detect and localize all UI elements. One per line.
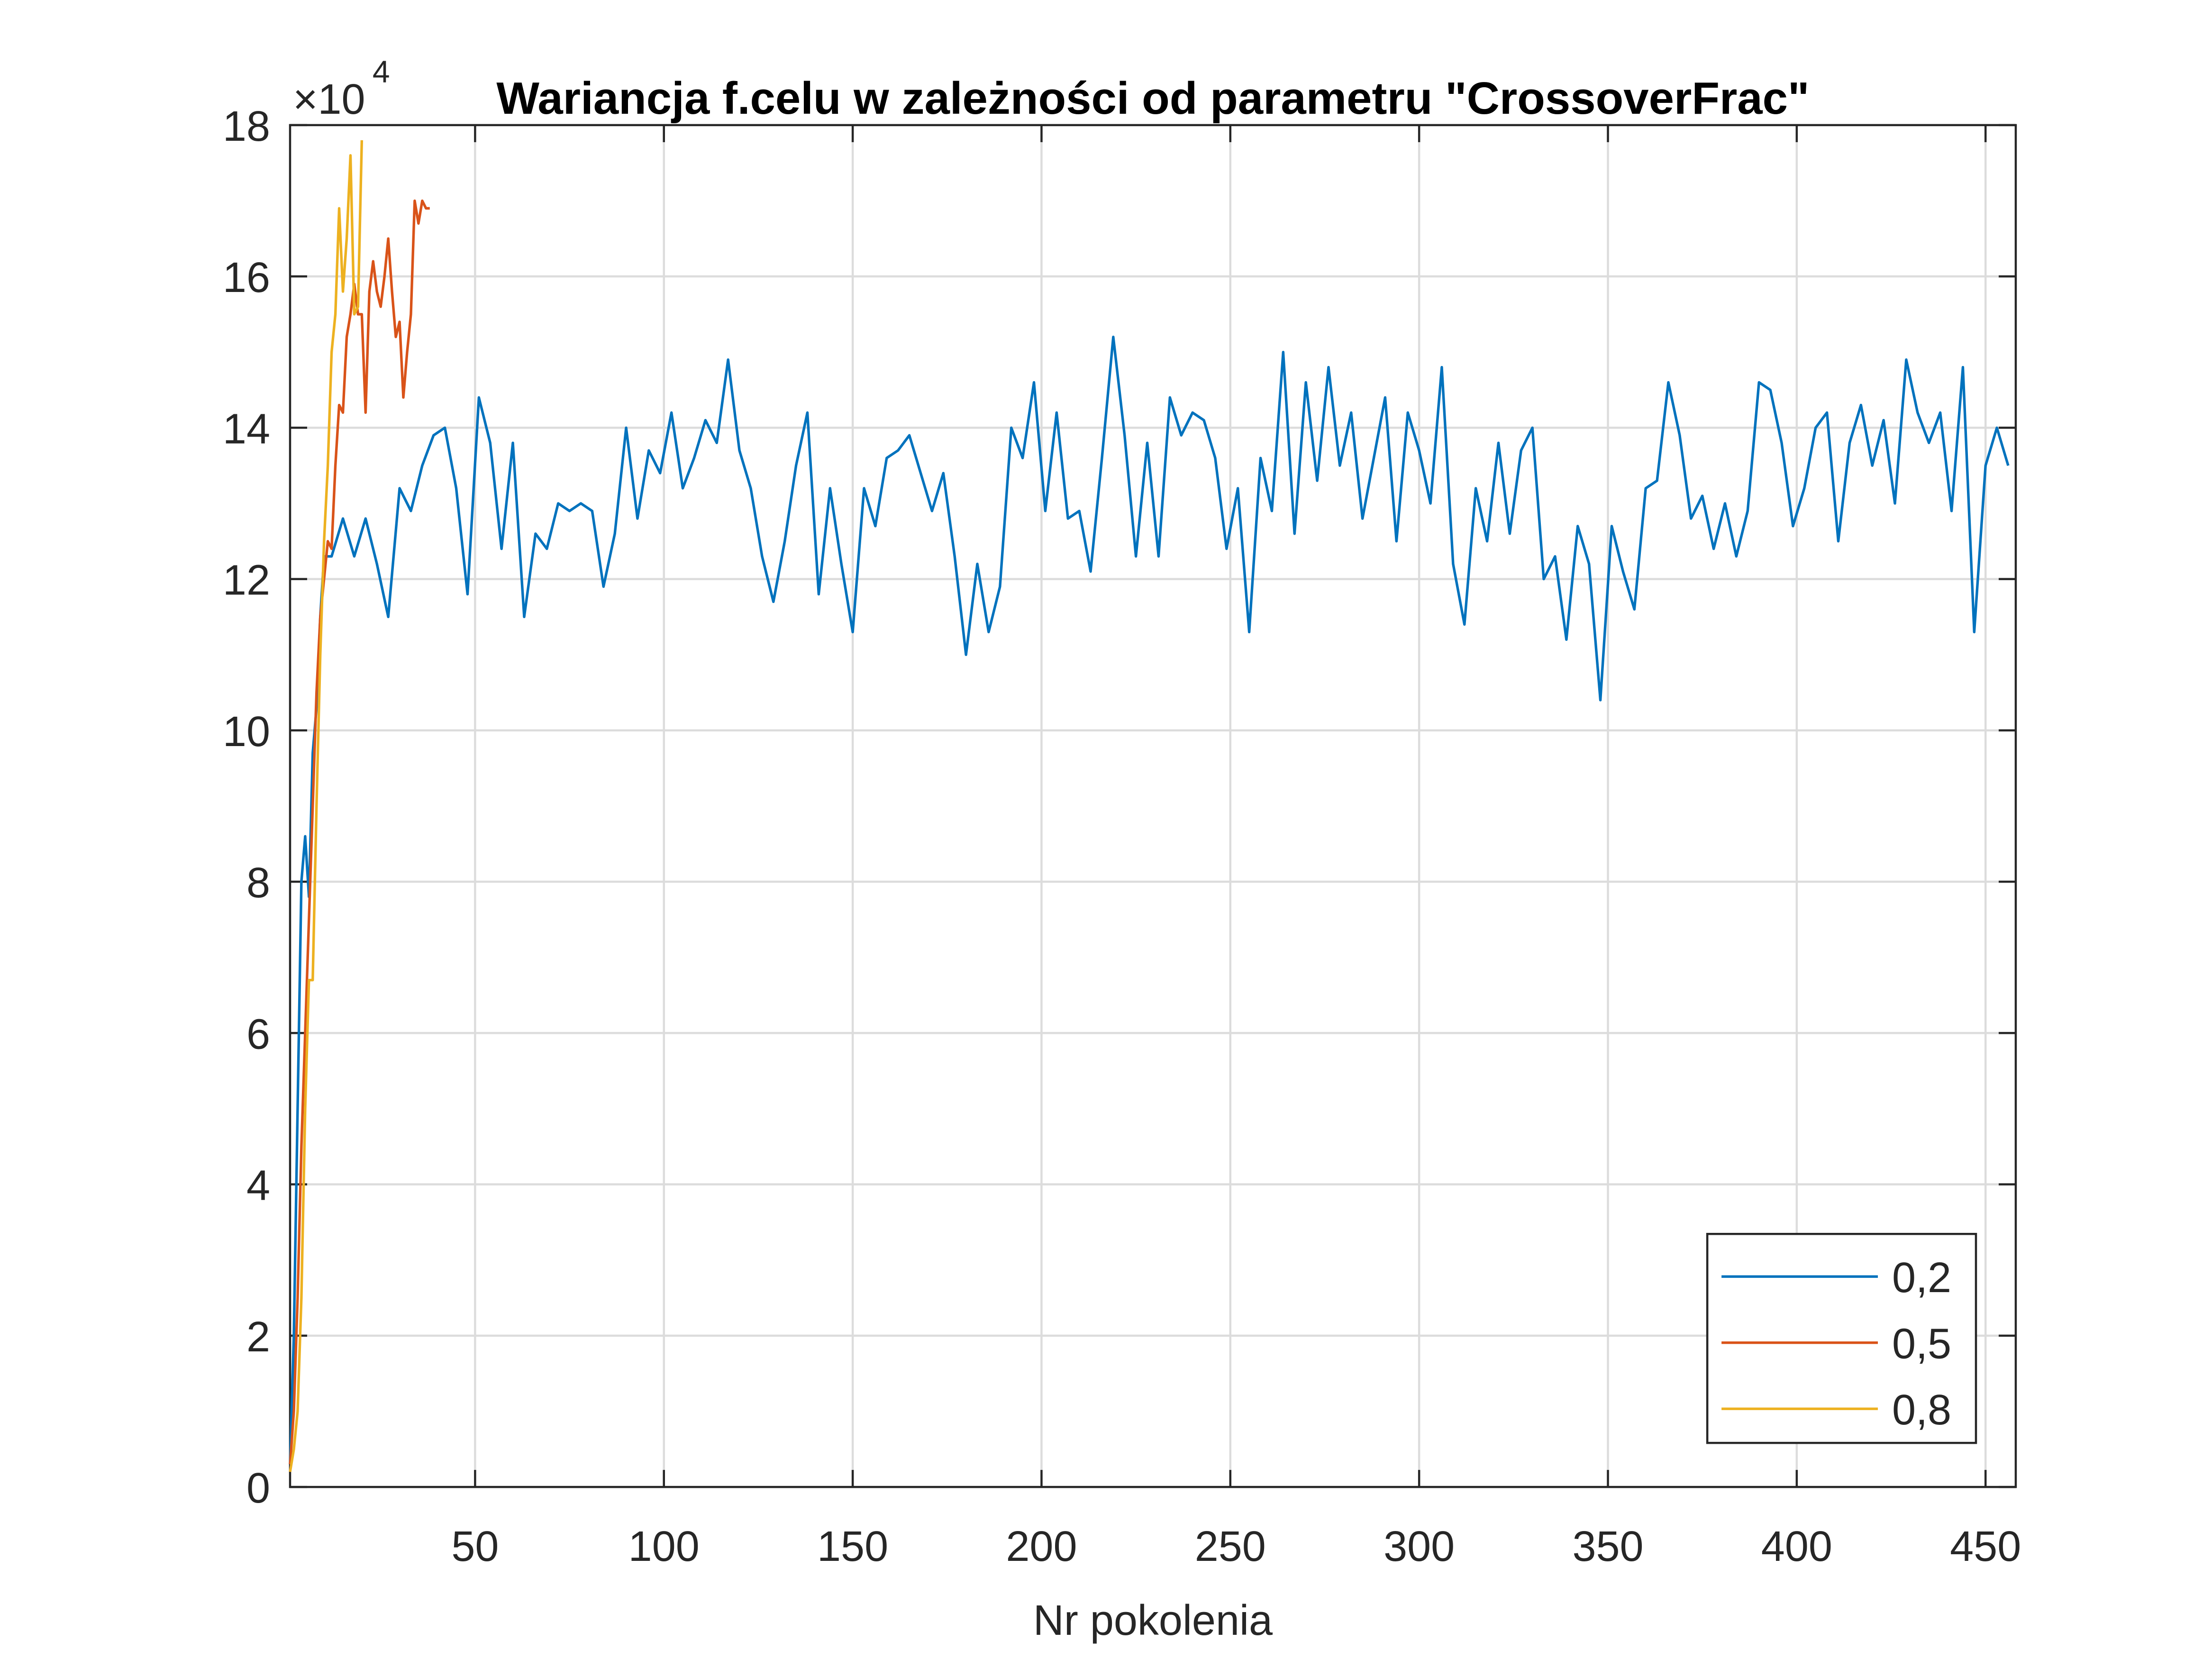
x-tick-label: 100 [628, 1523, 700, 1570]
y-tick-label: 12 [223, 557, 270, 604]
y-tick-label: 6 [246, 1011, 270, 1058]
x-tick-label: 350 [1572, 1523, 1643, 1570]
x-tick-label: 150 [817, 1523, 888, 1570]
chart-title: Wariancja f.celu w zależności od paramet… [496, 73, 1809, 124]
x-tick-label: 300 [1384, 1523, 1455, 1570]
data-line [289, 336, 2010, 1465]
y-tick-label: 16 [223, 254, 270, 301]
y-tick-label: 10 [223, 708, 270, 756]
y-tick-label: 8 [246, 859, 270, 907]
axes-box [289, 124, 2017, 1488]
y-tick-label: 18 [223, 103, 270, 150]
legend-label: 0,8 [1892, 1386, 1951, 1434]
x-tick-label: 200 [1006, 1523, 1077, 1570]
x-axis-label: Nr pokolenia [1033, 1597, 1273, 1644]
y-tick-label: 2 [246, 1313, 270, 1361]
x-tick-label: 250 [1195, 1523, 1266, 1570]
x-tick-label: 50 [451, 1523, 499, 1570]
y-tick-label: 0 [246, 1465, 270, 1512]
y-tick-label: 14 [223, 405, 270, 453]
legend-label: 0,2 [1892, 1254, 1951, 1302]
y-multiplier-exponent: 4 [373, 54, 390, 89]
legend-label: 0,5 [1892, 1321, 1951, 1368]
data-line [289, 199, 430, 1465]
data-line [289, 140, 364, 1472]
x-tick-label: 400 [1761, 1523, 1832, 1570]
y-tick-label: 4 [246, 1162, 270, 1210]
y-multiplier: ×10 [293, 76, 365, 123]
x-tick-label: 450 [1950, 1523, 2021, 1570]
plot-area [289, 124, 2017, 1488]
